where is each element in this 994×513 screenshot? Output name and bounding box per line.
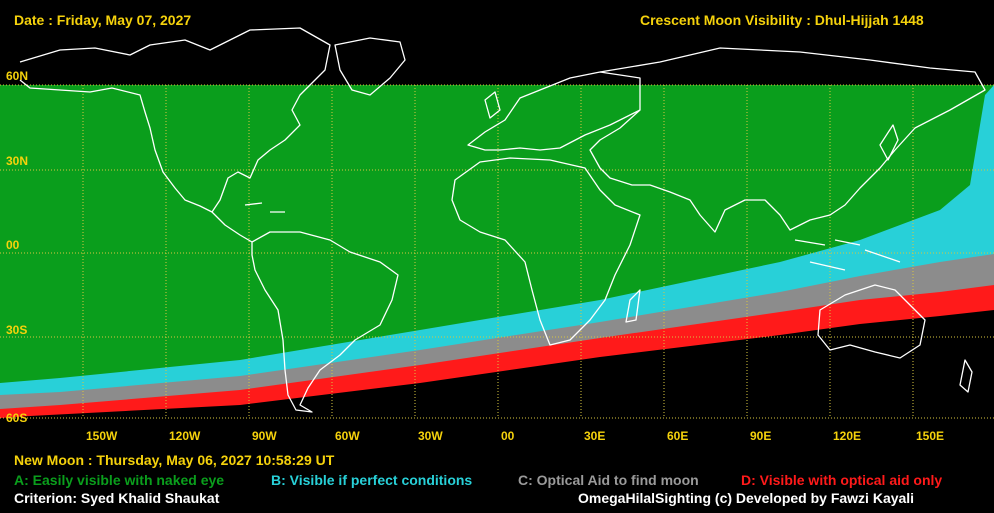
- not-visible-region: [0, 310, 994, 418]
- coastlines: [19, 27, 986, 413]
- credit-text: OmegaHilalSighting (c) Developed by Fawz…: [578, 490, 915, 506]
- north-america-coast: [19, 27, 331, 213]
- british-isles: [484, 91, 501, 119]
- lon-label-90w: 90W: [252, 429, 277, 443]
- lon-label-60e: 60E: [667, 429, 689, 443]
- map-title: Crescent Moon Visibility : Dhul-Hijjah 1…: [640, 12, 924, 28]
- lon-label-30w: 30W: [418, 429, 443, 443]
- south-america-coast: [251, 231, 399, 413]
- legend-a-label: A: Easily visible with naked eye: [14, 472, 225, 488]
- lon-label-120e: 120E: [833, 429, 862, 443]
- lat-label-30n: 30N: [6, 154, 29, 168]
- lat-label-30s: 30S: [6, 323, 28, 337]
- graticule: [0, 84, 994, 419]
- lat-label-60s: 60S: [6, 411, 28, 425]
- new-zealand: [959, 359, 973, 393]
- lat-label-60n: 60N: [6, 69, 29, 83]
- legend-c-label: C: Optical Aid to find moon: [518, 472, 699, 488]
- legend-d-label: D: Visible with optical aid only: [741, 472, 943, 488]
- lon-label-30e: 30E: [584, 429, 606, 443]
- southeast-asia-islands: [794, 239, 901, 271]
- legend-b-label: B: Visible if perfect conditions: [271, 472, 473, 488]
- lon-label-150w: 150W: [86, 429, 118, 443]
- madagascar: [625, 289, 641, 323]
- lon-label-120w: 120W: [169, 429, 201, 443]
- lon-label-90e: 90E: [750, 429, 772, 443]
- lon-label-150e: 150E: [916, 429, 945, 443]
- greenland-coast: [334, 37, 406, 96]
- lat-label-00: 00: [6, 238, 20, 252]
- new-moon-text: New Moon : Thursday, May 06, 2027 10:58:…: [14, 452, 335, 468]
- central-america-coast: [211, 211, 253, 243]
- date-text: Date : Friday, May 07, 2027: [14, 12, 192, 28]
- africa-coast: [451, 157, 641, 346]
- japan: [879, 124, 899, 161]
- caribbean-islands: [244, 202, 285, 213]
- australia-coast: [817, 284, 926, 359]
- criterion-text: Criterion: Syed Khalid Shaukat: [14, 490, 220, 506]
- lon-label-00: 00: [501, 429, 515, 443]
- asia-coast: [589, 47, 986, 233]
- lon-label-60w: 60W: [335, 429, 360, 443]
